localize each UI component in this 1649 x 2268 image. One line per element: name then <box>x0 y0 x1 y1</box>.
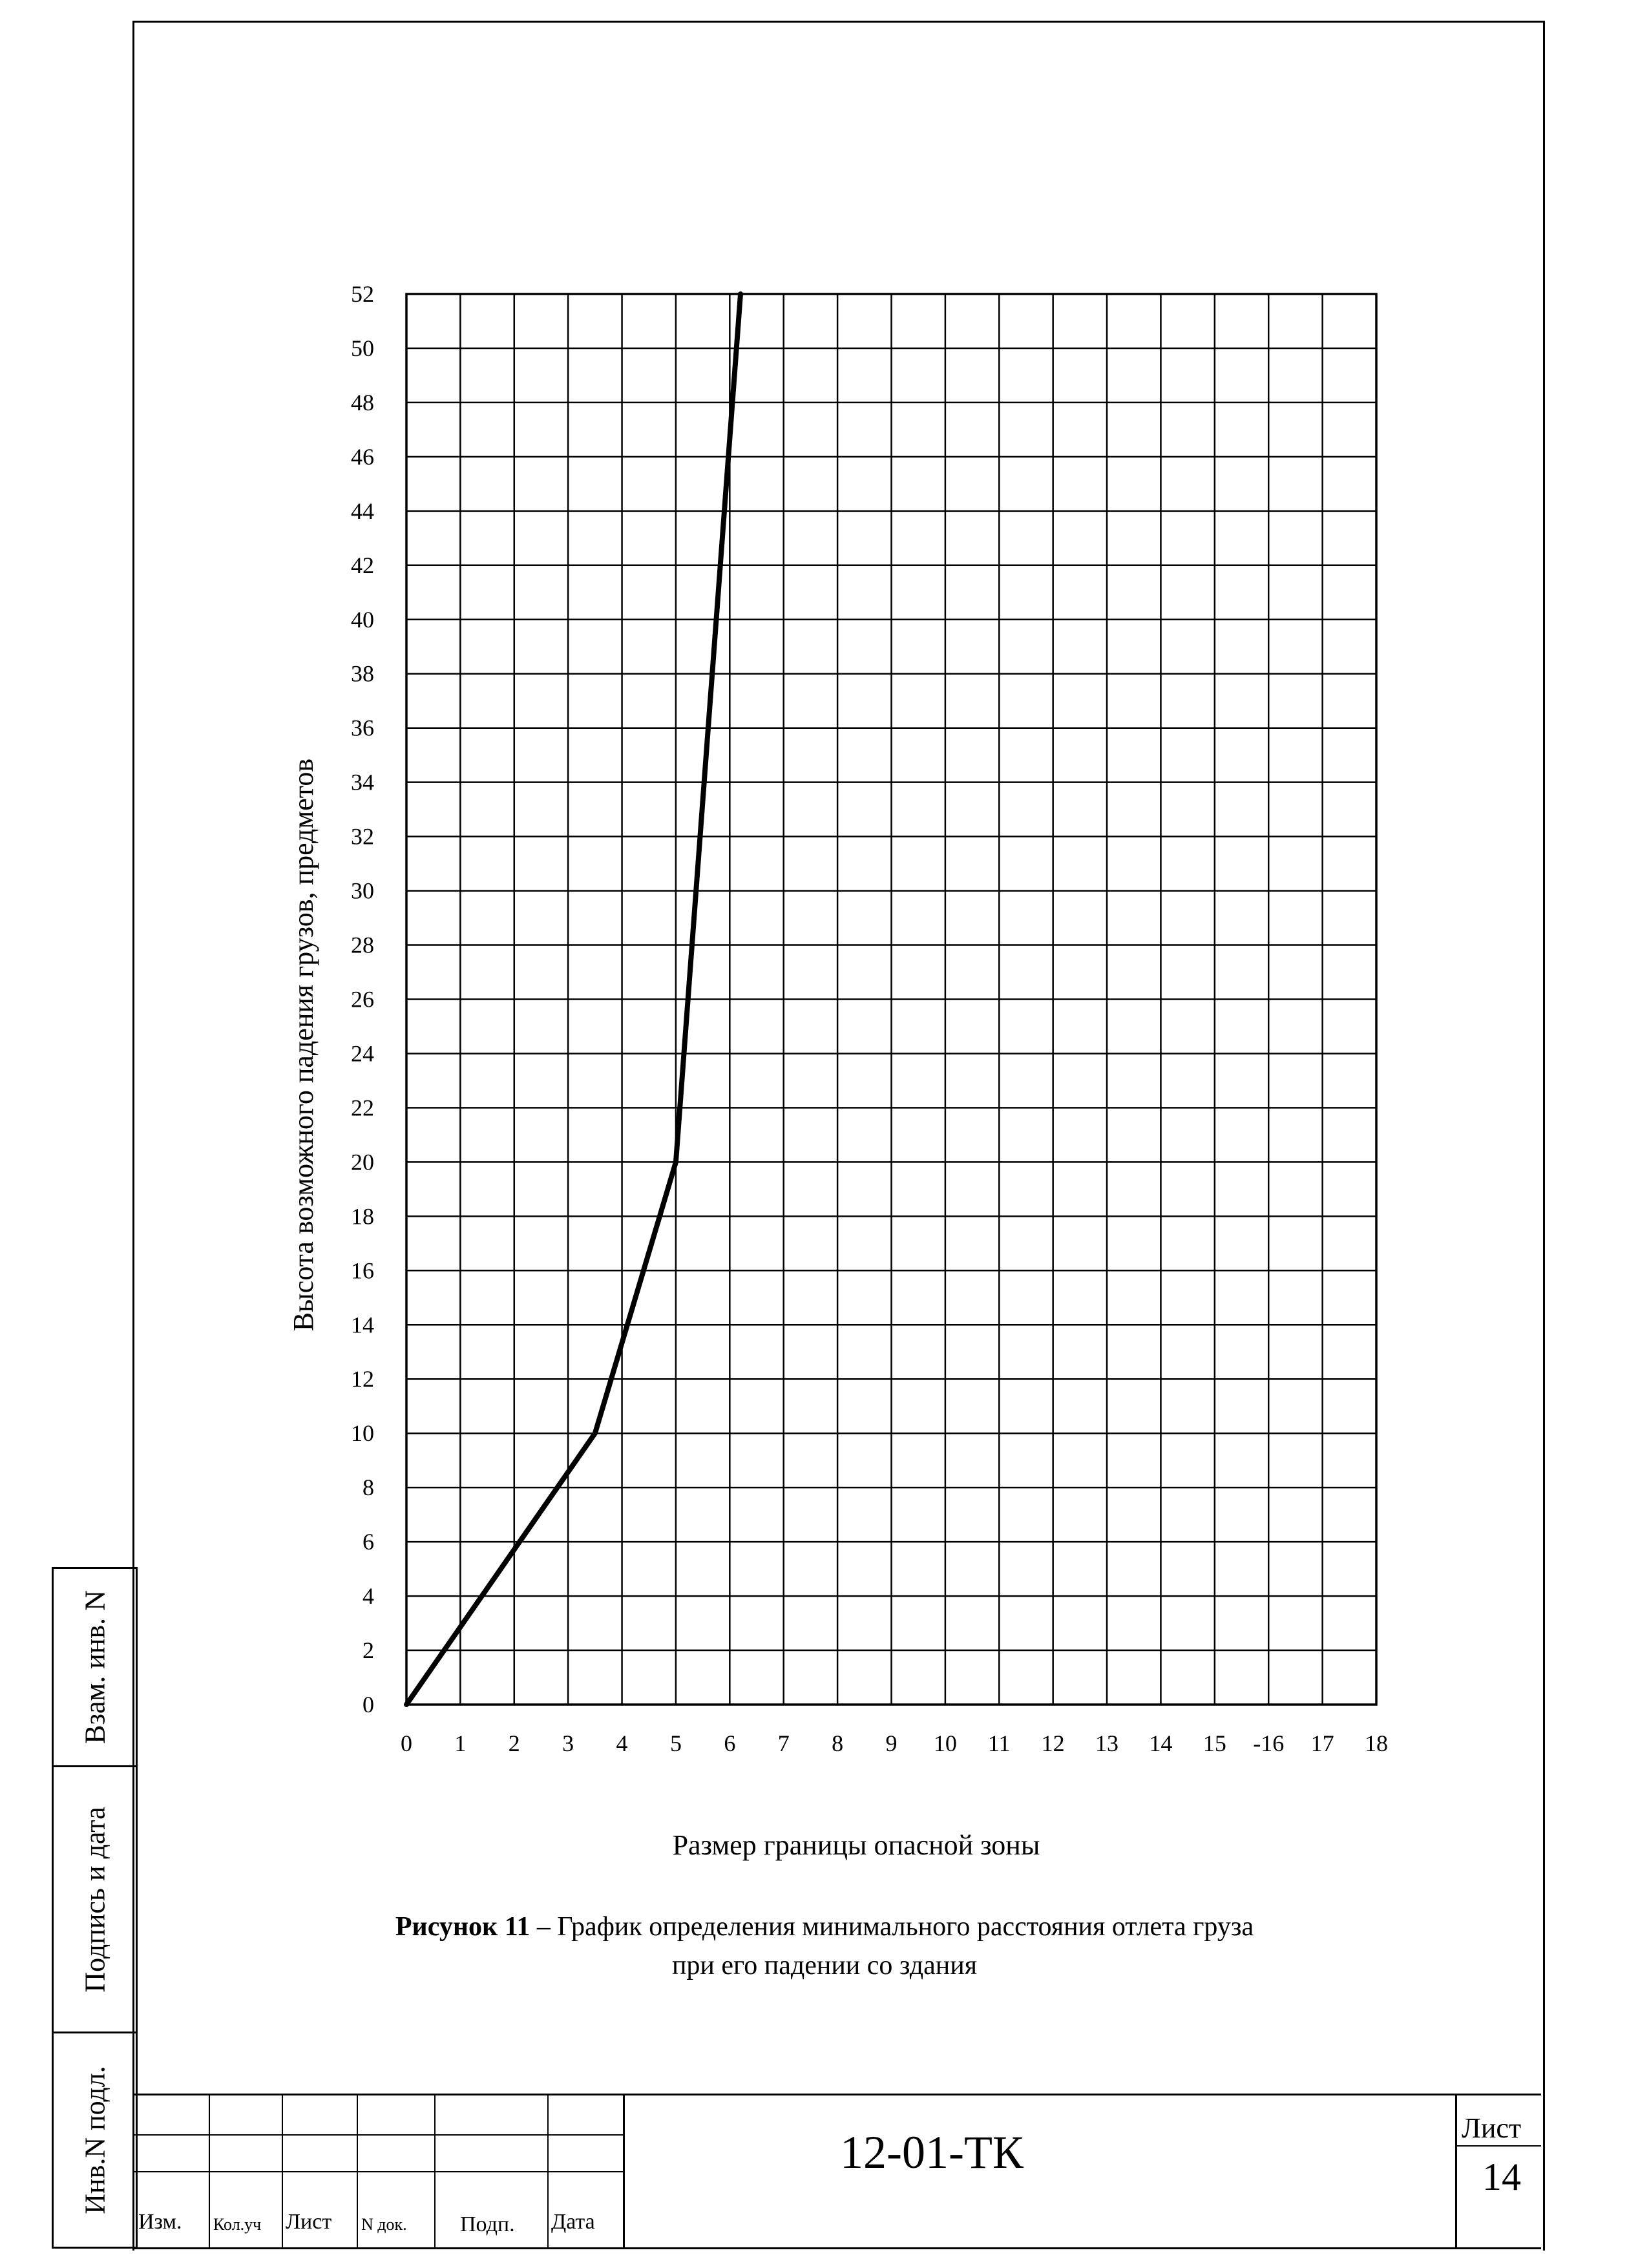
x-tick-label: 18 <box>1365 1730 1388 1756</box>
x-tick-label: 4 <box>616 1730 628 1756</box>
y-tick-label: 6 <box>362 1529 374 1555</box>
title-block-col-line <box>209 2094 210 2249</box>
x-tick-label: 13 <box>1095 1730 1119 1756</box>
title-block-col-line <box>623 2094 625 2249</box>
title-block-col-line <box>357 2094 358 2249</box>
y-tick-label: 42 <box>351 552 374 578</box>
y-tick-label: 40 <box>351 607 374 633</box>
y-tick-label: 38 <box>351 661 374 687</box>
title-block-top-border <box>132 2094 1541 2095</box>
x-tick-label: 15 <box>1203 1730 1226 1756</box>
x-tick-label: 0 <box>401 1730 412 1756</box>
title-block-bottom-border <box>132 2247 1541 2249</box>
strip-original-inventory: Инв.N подл. <box>52 2032 138 2249</box>
y-tick-label: 36 <box>351 715 374 741</box>
figure-dash: – <box>530 1912 558 1942</box>
title-block-col-doc-number: N док. <box>361 2215 407 2234</box>
title-block-col-signature: Подп. <box>460 2212 515 2236</box>
title-block-row-line <box>132 2171 624 2172</box>
sheet-label: Лист <box>1462 2112 1522 2144</box>
y-tick-label: 32 <box>351 824 374 850</box>
x-tick-label: 8 <box>832 1730 843 1756</box>
x-tick-label: 7 <box>778 1730 790 1756</box>
drawing-frame <box>132 21 1545 2251</box>
chart-series <box>404 291 744 1707</box>
x-tick-label: 5 <box>670 1730 682 1756</box>
title-block-col-line <box>547 2094 549 2249</box>
x-tick-label: 6 <box>724 1730 735 1756</box>
title-block-col-change: Изм. <box>138 2210 182 2234</box>
y-tick-label: 28 <box>351 932 374 958</box>
title-block-sheet-row-line <box>1455 2145 1541 2147</box>
y-tick-label: 2 <box>362 1637 374 1663</box>
chart: 0246810121416182022242628303234363840424… <box>288 281 1388 1861</box>
y-tick-label: 16 <box>351 1257 374 1283</box>
x-tick-label: 11 <box>988 1730 1011 1756</box>
y-tick-label: 30 <box>351 878 374 904</box>
title-block-col-date: Дата <box>551 2210 595 2234</box>
x-tick-label: 3 <box>562 1730 574 1756</box>
title-block-col-quantity: Кол.уч <box>213 2215 262 2234</box>
y-tick-label: 8 <box>362 1475 374 1500</box>
y-tick-label: 50 <box>351 335 374 361</box>
y-tick-label: 22 <box>351 1095 374 1120</box>
title-block-col-line <box>434 2094 436 2249</box>
title-block-col-line <box>282 2094 283 2249</box>
y-tick-label: 48 <box>351 390 374 415</box>
sheet-number: 14 <box>1482 2156 1521 2198</box>
y-tick-label: 14 <box>351 1312 374 1338</box>
y-tick-label: 18 <box>351 1203 374 1229</box>
y-tick-label: 20 <box>351 1149 374 1175</box>
strip-original-inventory-label: Инв.N подл. <box>79 2066 110 2214</box>
x-tick-labels: 0 1 2 3 4 5 6 7 8 9 10 11 12 13 14 15 -16 17 18 <box>401 1730 1388 1756</box>
chart-grid <box>405 293 1378 1706</box>
y-tick-label: 0 <box>362 1692 374 1717</box>
x-tick-label: -16 <box>1253 1730 1284 1756</box>
title-block-sheet-separator <box>1455 2094 1457 2249</box>
y-tick-label: 12 <box>351 1366 374 1392</box>
x-tick-label: 9 <box>886 1730 898 1756</box>
y-tick-label: 24 <box>351 1040 374 1066</box>
title-block-row-line <box>132 2134 624 2136</box>
y-axis-title: Высота возможного падения грузов, предме… <box>288 759 319 1331</box>
x-tick-label: 14 <box>1149 1730 1172 1756</box>
x-tick-label: 10 <box>934 1730 957 1756</box>
x-tick-label: 17 <box>1311 1730 1334 1756</box>
title-block-col-sheet: Лист <box>286 2210 332 2234</box>
y-tick-label: 52 <box>351 281 374 307</box>
y-tick-label: 10 <box>351 1420 374 1446</box>
document-code: 12-01-ТК <box>840 2126 1024 2178</box>
y-tick-labels: 0246810121416182022242628303234363840424… <box>351 281 374 1717</box>
x-tick-label: 1 <box>454 1730 466 1756</box>
y-tick-label: 44 <box>351 498 374 524</box>
x-tick-label: 2 <box>509 1730 520 1756</box>
plot-border <box>405 293 1378 1706</box>
figure-caption-line1: Рисунок 11 – График определения минималь… <box>0 1911 1649 1942</box>
x-axis-title: Размер границы опасной зоны <box>673 1829 1040 1861</box>
y-tick-label: 34 <box>351 770 374 795</box>
figure-title: График определения минимального расстоян… <box>557 1912 1254 1942</box>
y-tick-label: 46 <box>351 444 374 470</box>
figure-label: Рисунок 11 <box>395 1912 530 1942</box>
y-tick-label: 26 <box>351 987 374 1013</box>
figure-caption-line2: при его падении со здания <box>671 1951 978 1980</box>
y-tick-label: 4 <box>362 1583 374 1609</box>
series-line-boundary <box>404 291 744 1707</box>
x-tick-label: 12 <box>1042 1730 1065 1756</box>
